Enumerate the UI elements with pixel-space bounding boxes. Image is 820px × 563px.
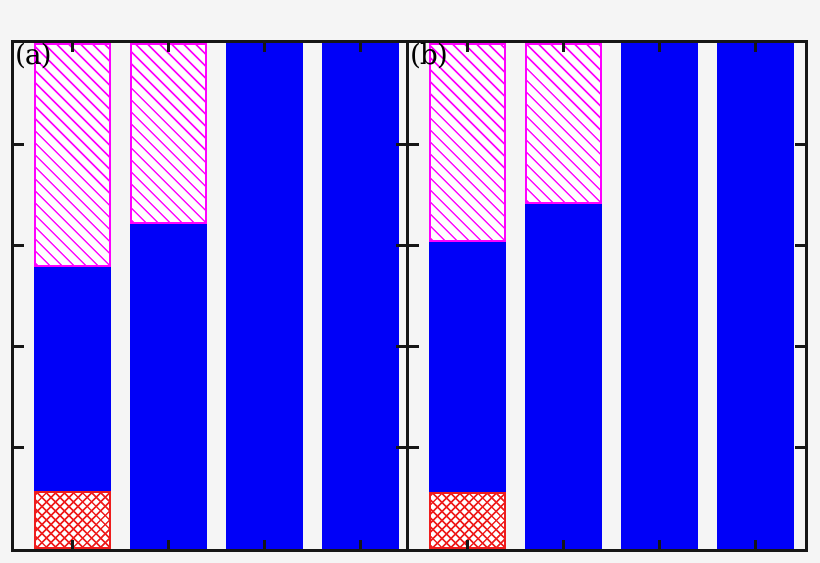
panel-b: (b) [406, 38, 808, 552]
panel-a-label: (a) [15, 38, 52, 71]
y-tick-right [396, 446, 406, 450]
bar-segment-blue-solid [322, 43, 399, 549]
stacked-bar [429, 43, 506, 549]
bar-segment-blue-solid [717, 43, 794, 549]
stacked-bar [130, 43, 207, 549]
bar-segment-magenta-hatch [429, 43, 506, 242]
x-tick-bottom [754, 540, 757, 549]
y-tick-right [396, 142, 406, 146]
x-tick-top [359, 43, 362, 52]
y-tick-left [14, 345, 24, 349]
x-tick-top [658, 43, 661, 52]
bar-segment-blue-solid [621, 43, 698, 549]
bar-segment-magenta-hatch [525, 43, 602, 204]
x-tick-bottom [359, 540, 362, 549]
y-tick-right [396, 243, 406, 247]
y-tick-left [409, 243, 419, 247]
x-tick-bottom [658, 540, 661, 549]
y-tick-left [14, 243, 24, 247]
stacked-bar [322, 43, 399, 549]
bar-segment-magenta-hatch [130, 43, 207, 225]
x-tick-bottom [71, 540, 74, 549]
y-tick-right [396, 345, 406, 349]
bar-segment-blue-solid [130, 224, 207, 549]
y-tick-right [795, 345, 805, 349]
panel-a-plot [14, 43, 406, 549]
y-tick-left [409, 345, 419, 349]
stacked-bar [525, 43, 602, 549]
x-tick-top [466, 43, 469, 52]
x-tick-bottom [562, 540, 565, 549]
bar-segment-magenta-hatch [34, 43, 111, 267]
y-tick-right [795, 446, 805, 450]
bar-segment-blue-solid [226, 43, 303, 549]
panel-b-plot [409, 43, 805, 549]
x-tick-top [562, 43, 565, 52]
y-tick-left [409, 446, 419, 450]
panel-a: (a) [11, 38, 406, 552]
y-tick-left [14, 446, 24, 450]
y-tick-left [409, 142, 419, 146]
y-tick-right [795, 142, 805, 146]
panel-b-label: (b) [410, 38, 448, 71]
panels-row: (a) (b) [11, 38, 808, 552]
x-tick-top [71, 43, 74, 52]
stacked-bar [34, 43, 111, 549]
y-tick-left [14, 142, 24, 146]
stacked-bar [717, 43, 794, 549]
stacked-bar [226, 43, 303, 549]
bar-segment-red-crosshatch [34, 491, 111, 549]
x-tick-bottom [263, 540, 266, 549]
x-tick-top [167, 43, 170, 52]
y-tick-right [795, 243, 805, 247]
stacked-bar [621, 43, 698, 549]
bar-segment-blue-solid [525, 203, 602, 549]
x-tick-top [754, 43, 757, 52]
bar-segment-red-crosshatch [429, 492, 506, 549]
x-tick-bottom [167, 540, 170, 549]
bar-segment-blue-solid [34, 266, 111, 492]
x-tick-bottom [466, 540, 469, 549]
x-tick-top [263, 43, 266, 52]
bar-segment-blue-solid [429, 241, 506, 493]
